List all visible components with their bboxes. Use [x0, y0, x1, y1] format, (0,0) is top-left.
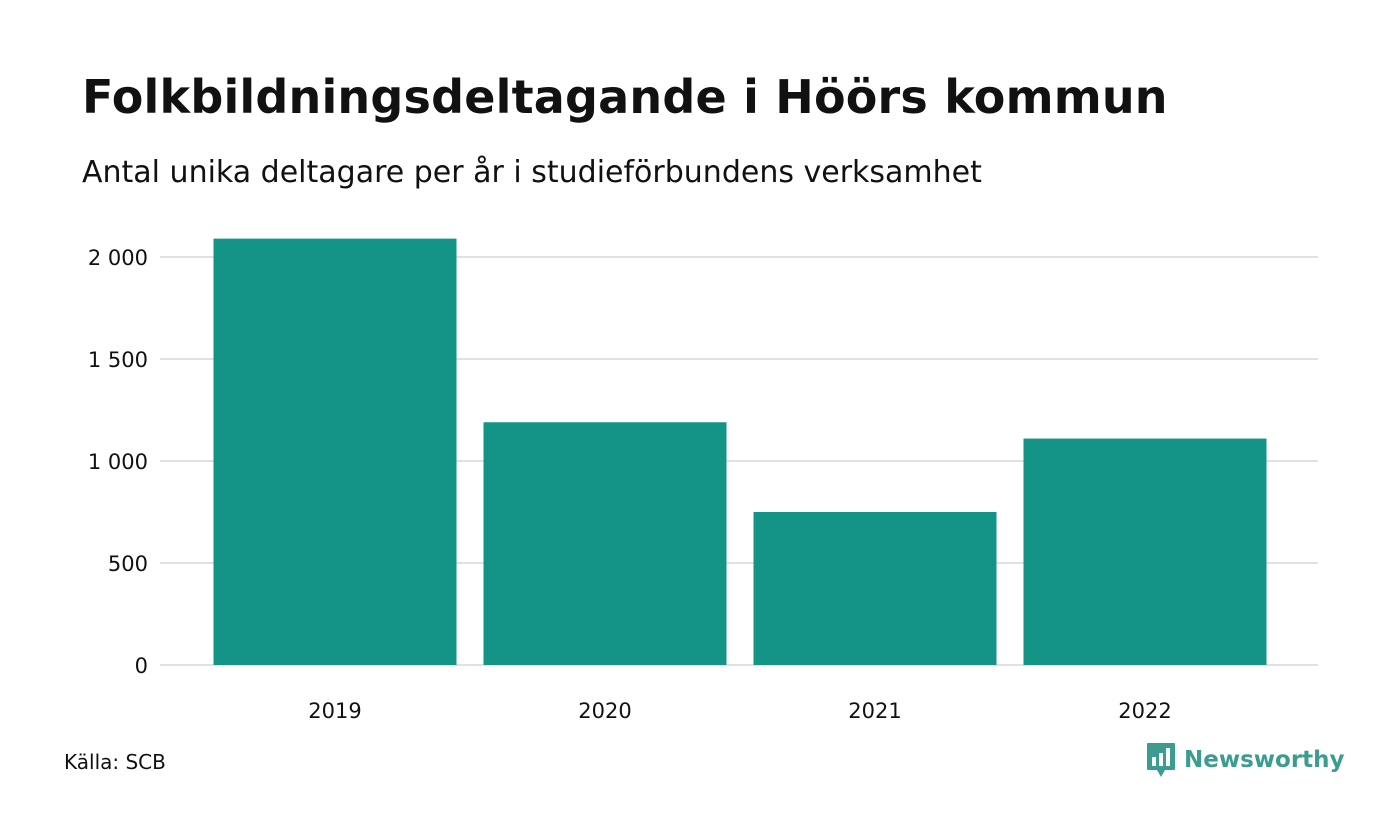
x-tick-label: 2021	[848, 699, 901, 723]
x-tick-label: 2022	[1118, 699, 1171, 723]
bar-2022	[1023, 438, 1267, 665]
y-tick-label: 1 000	[88, 450, 148, 474]
y-tick-label: 0	[135, 654, 148, 678]
bar-2020	[483, 422, 727, 665]
x-tick-label: 2020	[578, 699, 631, 723]
y-tick-label: 500	[108, 552, 148, 576]
chart-subtitle: Antal unika deltagare per år i studieför…	[82, 155, 982, 190]
bars	[213, 238, 1267, 665]
y-axis-ticks: 0 500 1 000 1 500 2 000	[88, 246, 148, 678]
brand-name: Newsworthy	[1184, 747, 1345, 773]
x-tick-label: 2019	[308, 699, 361, 723]
bar-2019	[213, 238, 457, 665]
y-tick-label: 1 500	[88, 348, 148, 372]
newsworthy-logo: Newsworthy	[1146, 742, 1345, 778]
source-label: Källa: SCB	[64, 750, 166, 774]
bar-2021	[753, 512, 997, 665]
x-axis-ticks: 2019 2020 2021 2022	[308, 699, 1171, 723]
chart-title: Folkbildningsdeltagande i Höörs kommun	[82, 70, 1168, 124]
bar-chart-speech-bubble-icon	[1147, 743, 1175, 777]
y-tick-label: 2 000	[88, 246, 148, 270]
